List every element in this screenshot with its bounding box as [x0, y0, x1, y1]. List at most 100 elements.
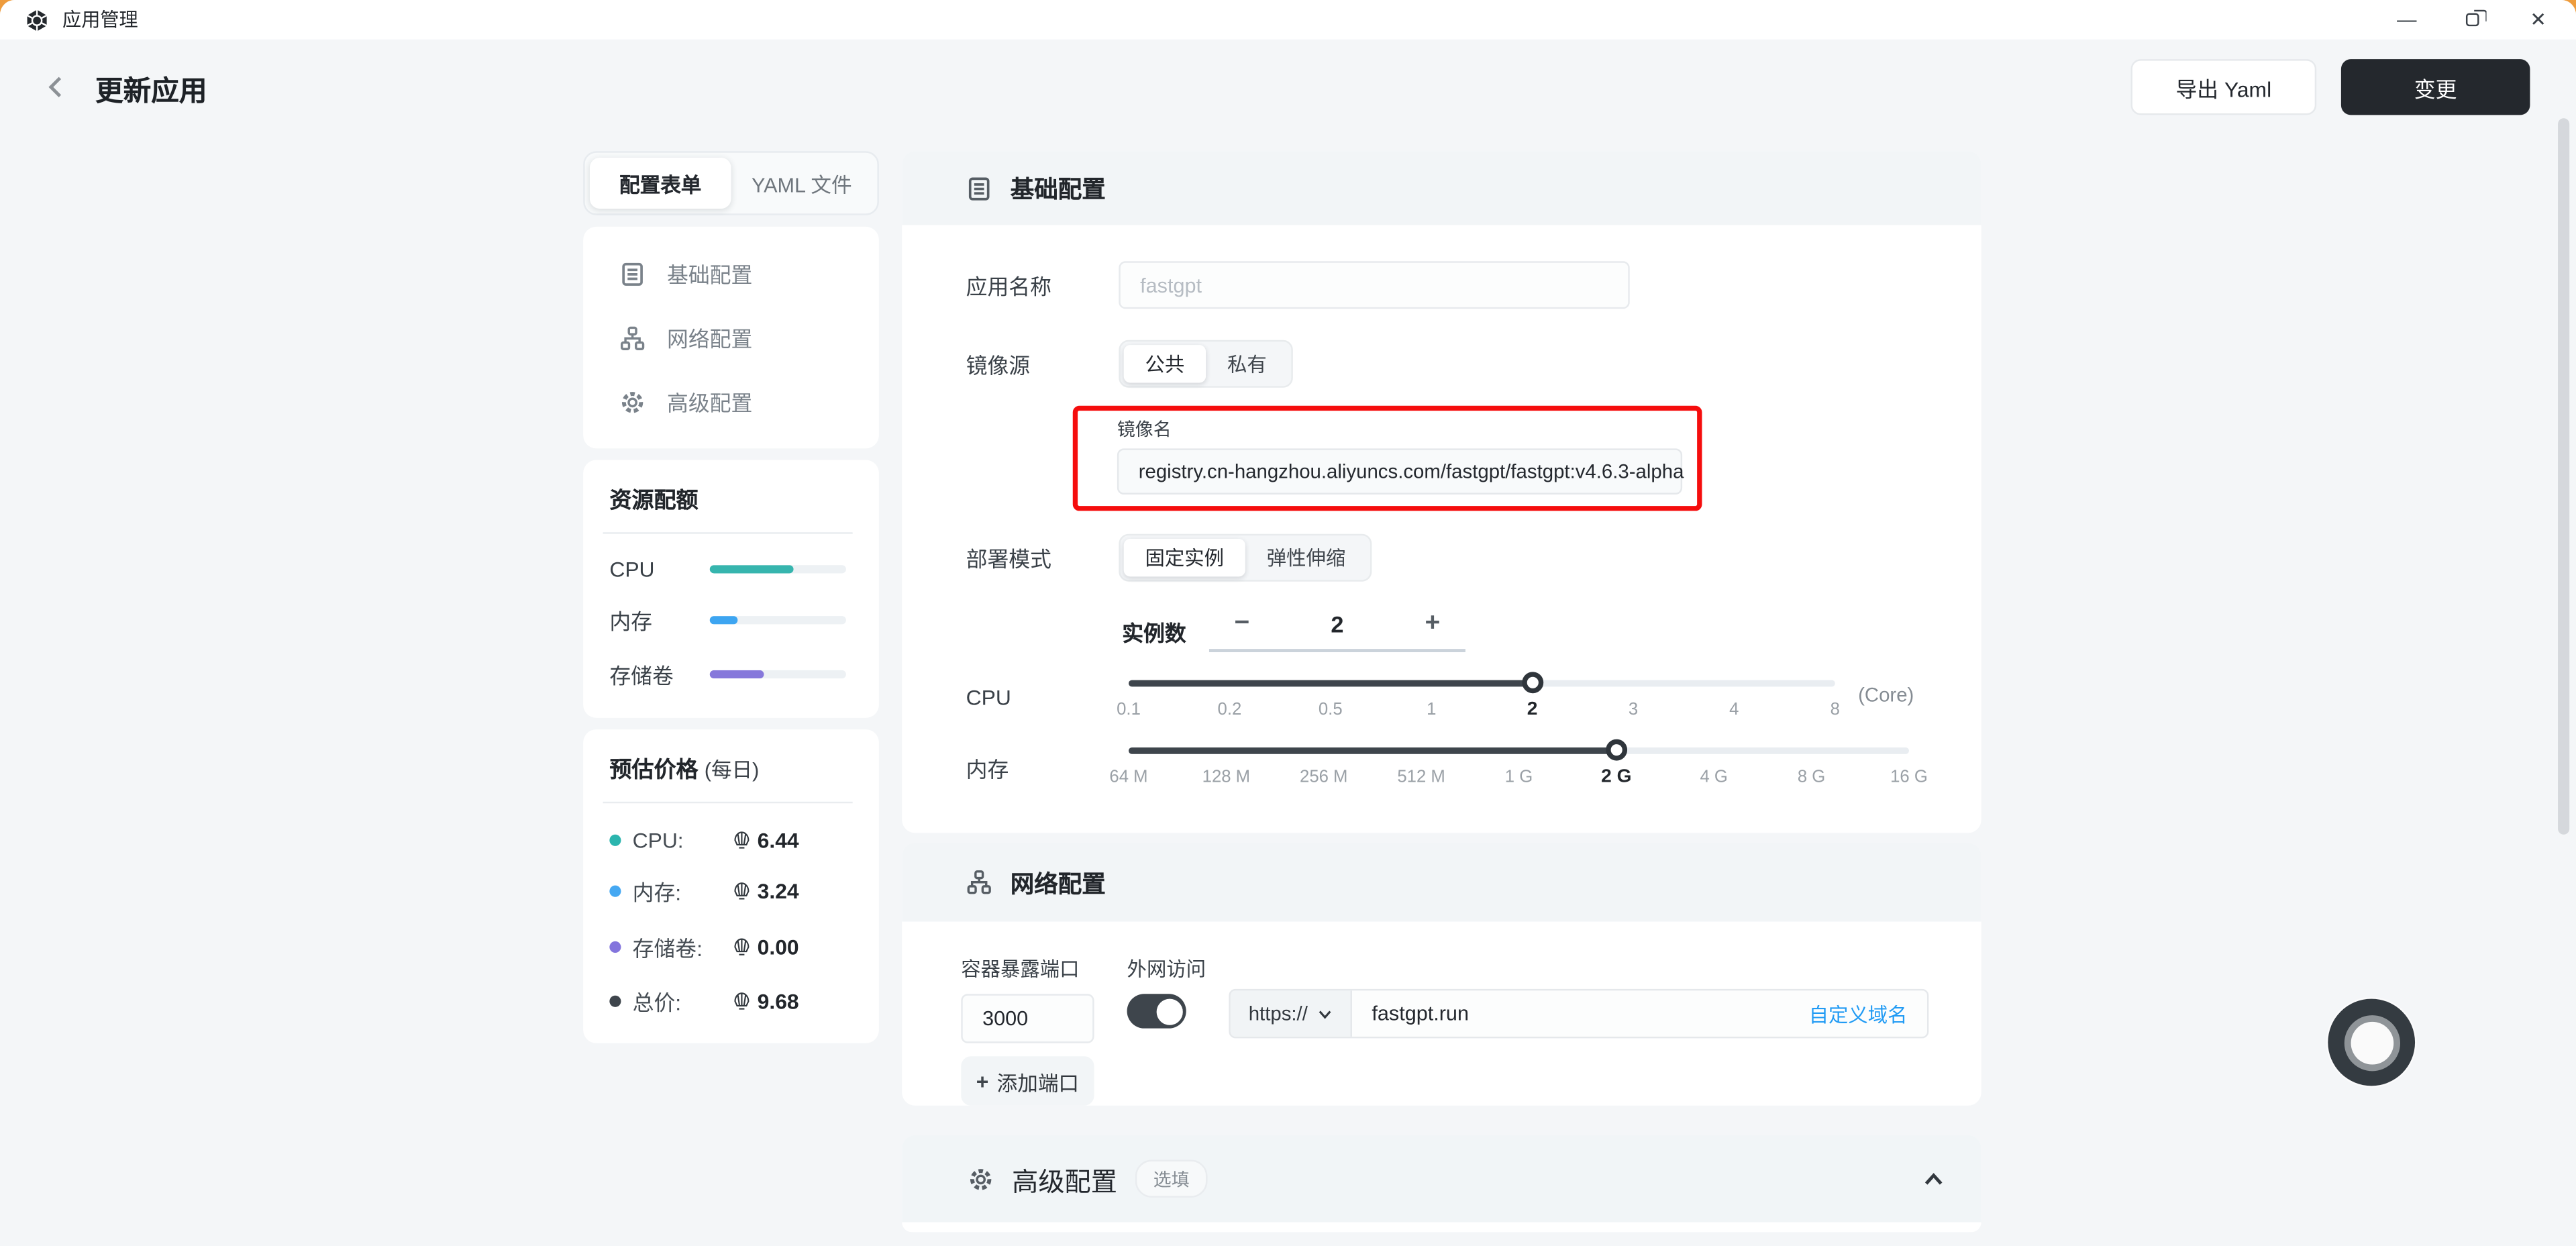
page-title: 更新应用: [95, 74, 207, 106]
quota-row-cpu: CPU: [609, 557, 846, 582]
quota-bar-fill: [709, 616, 737, 624]
advanced-config-card: 高级配置 选填: [902, 1135, 1981, 1233]
network-config-title: 网络配置: [1010, 871, 1106, 898]
coin-shell-icon: [734, 831, 750, 848]
price-estimate-card: 预估价格 (每日) CPU: 6.44 内存: 3.24 存储卷: 0.00: [583, 729, 879, 1043]
cpu-dot: [609, 833, 621, 845]
image-name-label: 镜像名: [1117, 420, 1172, 441]
gear-icon: [621, 391, 643, 413]
total-dot: [609, 995, 621, 1007]
price-subtitle: (每日): [704, 759, 760, 782]
sidebar-item-network-config[interactable]: 网络配置: [583, 305, 879, 369]
optional-badge: 选填: [1135, 1159, 1208, 1198]
cpu-slider-label: CPU: [966, 684, 1011, 710]
memory-slider-ticks: 64 M 128 M 256 M 512 M 1 G 2 G 4 G 8 G 1…: [1109, 767, 1928, 787]
image-source-label: 镜像源: [966, 353, 1031, 378]
sidebar-nav: 基础配置 网络配置 高级配置: [583, 226, 879, 449]
sidebar-item-basic-config[interactable]: 基础配置: [583, 242, 879, 305]
network-form: 容器暴露端口 3000 外网访问 https://: [902, 922, 1981, 1043]
cpu-slider-thumb[interactable]: [1521, 672, 1543, 694]
close-button[interactable]: ✕: [2527, 8, 2550, 31]
basic-config-card: 基础配置 应用名称 fastgpt 镜像源 公共 私有 镜像名 registry…: [902, 151, 1981, 833]
memory-slider-thumb[interactable]: [1605, 739, 1627, 761]
restore-button[interactable]: [2461, 8, 2484, 31]
memory-dot: [609, 885, 621, 897]
minimize-button[interactable]: —: [2395, 8, 2418, 31]
apply-change-button[interactable]: 变更: [2340, 59, 2530, 115]
add-port-button[interactable]: + 添加端口: [961, 1056, 1094, 1106]
sidebar-item-label: 基础配置: [667, 262, 753, 288]
image-source-public[interactable]: 公共: [1123, 345, 1206, 383]
quota-bar-fill: [709, 670, 764, 678]
config-mode-tabs: 配置表单 YAML 文件: [583, 151, 879, 215]
memory-slider-label: 内存: [966, 757, 1009, 782]
divider: [603, 532, 853, 534]
quota-bar-track: [709, 670, 846, 678]
deploy-mode-elastic[interactable]: 弹性伸缩: [1266, 547, 1346, 570]
memory-slider[interactable]: 64 M 128 M 256 M 512 M 1 G 2 G 4 G 8 G 1…: [1109, 739, 1928, 790]
app-name-placeholder: fastgpt: [1140, 273, 1202, 297]
click-indicator: [2328, 998, 2416, 1086]
protocol-select[interactable]: https://: [1230, 990, 1352, 1037]
back-button[interactable]: [40, 70, 72, 103]
quota-label: 存储卷: [609, 664, 674, 688]
coin-shell-icon: [734, 937, 750, 955]
restore-icon: [2465, 13, 2479, 27]
document-icon: [968, 176, 990, 200]
quota-bar-track: [709, 616, 846, 624]
plus-icon: +: [976, 1068, 989, 1094]
sidebar-item-advanced-config[interactable]: 高级配置: [583, 370, 879, 433]
quota-bar-fill: [709, 565, 793, 573]
replicas-value[interactable]: 2: [1331, 611, 1344, 637]
image-source-private[interactable]: 私有: [1227, 353, 1267, 376]
quota-label: CPU: [609, 556, 655, 582]
custom-domain-link[interactable]: 自定义域名: [1808, 1002, 1908, 1026]
tab-yaml-file[interactable]: YAML 文件: [751, 174, 852, 197]
chevron-up-icon[interactable]: [1922, 1167, 1945, 1190]
replicas-minus-button[interactable]: −: [1234, 609, 1250, 637]
document-icon: [622, 262, 643, 285]
external-access-toggle[interactable]: [1127, 994, 1186, 1029]
deploy-mode-fixed[interactable]: 固定实例: [1123, 539, 1245, 577]
domain-input[interactable]: fastgpt.run 自定义域名: [1351, 990, 1927, 1037]
image-name-input[interactable]: registry.cn-hangzhou.aliyuncs.com/fastgp…: [1117, 448, 1684, 495]
basic-config-header: 基础配置: [902, 151, 1981, 225]
network-config-card: 网络配置 容器暴露端口 3000 外网访问 htt: [902, 842, 1981, 1106]
port-label: 容器暴露端口: [961, 957, 1080, 981]
memory-slider-row: 内存 64 M 128 M 256 M 512 M 1 G 2 G 4 G: [902, 739, 1981, 790]
network-config-header: 网络配置: [902, 842, 1981, 922]
chevron-down-icon: [1319, 1010, 1331, 1019]
tab-config-form[interactable]: 配置表单: [589, 158, 731, 209]
app-name-label: 应用名称: [966, 274, 1051, 299]
resource-quota-card: 资源配额 CPU 内存 存储卷: [583, 460, 879, 718]
replicas-label: 实例数: [1122, 620, 1186, 645]
sidebar-item-label: 网络配置: [667, 327, 753, 352]
sidebar: 配置表单 YAML 文件 基础配置 网络配置: [583, 151, 879, 1043]
quota-bar-track: [709, 565, 846, 573]
cpu-slider[interactable]: 0.1 0.2 0.5 1 2 3 4 8: [1117, 672, 1840, 723]
divider: [603, 801, 853, 804]
price-row-total: 总价: 9.68: [609, 986, 846, 1017]
price-row-memory: 内存: 3.24: [609, 876, 846, 907]
coin-shell-icon: [734, 882, 750, 900]
port-input[interactable]: 3000: [961, 994, 1094, 1043]
network-icon: [967, 870, 991, 894]
main-panel: 基础配置 应用名称 fastgpt 镜像源 公共 私有 镜像名 registry…: [902, 151, 1981, 1233]
advanced-config-header[interactable]: 高级配置 选填: [902, 1135, 1981, 1223]
price-row-cpu: CPU: 6.44: [609, 827, 846, 851]
app-name-input[interactable]: fastgpt: [1119, 261, 1630, 309]
advanced-config-body: [902, 1222, 1981, 1233]
image-name-highlight-box: 镜像名 registry.cn-hangzhou.aliyuncs.com/fa…: [1072, 405, 1702, 511]
replicas-plus-button[interactable]: +: [1425, 609, 1441, 637]
export-yaml-button[interactable]: 导出 Yaml: [2130, 59, 2317, 115]
network-icon: [620, 325, 645, 350]
advanced-config-title: 高级配置: [1012, 1168, 1117, 1197]
price-title: 预估价格 (每日): [609, 757, 760, 782]
basic-config-title: 基础配置: [1010, 177, 1106, 204]
deploy-mode-label: 部署模式: [966, 547, 1051, 572]
minimize-icon: —: [2397, 8, 2417, 32]
image-source-segmented: 公共 私有: [1119, 340, 1293, 388]
vertical-scrollbar[interactable]: [2558, 118, 2570, 835]
gear-icon: [970, 1168, 992, 1190]
